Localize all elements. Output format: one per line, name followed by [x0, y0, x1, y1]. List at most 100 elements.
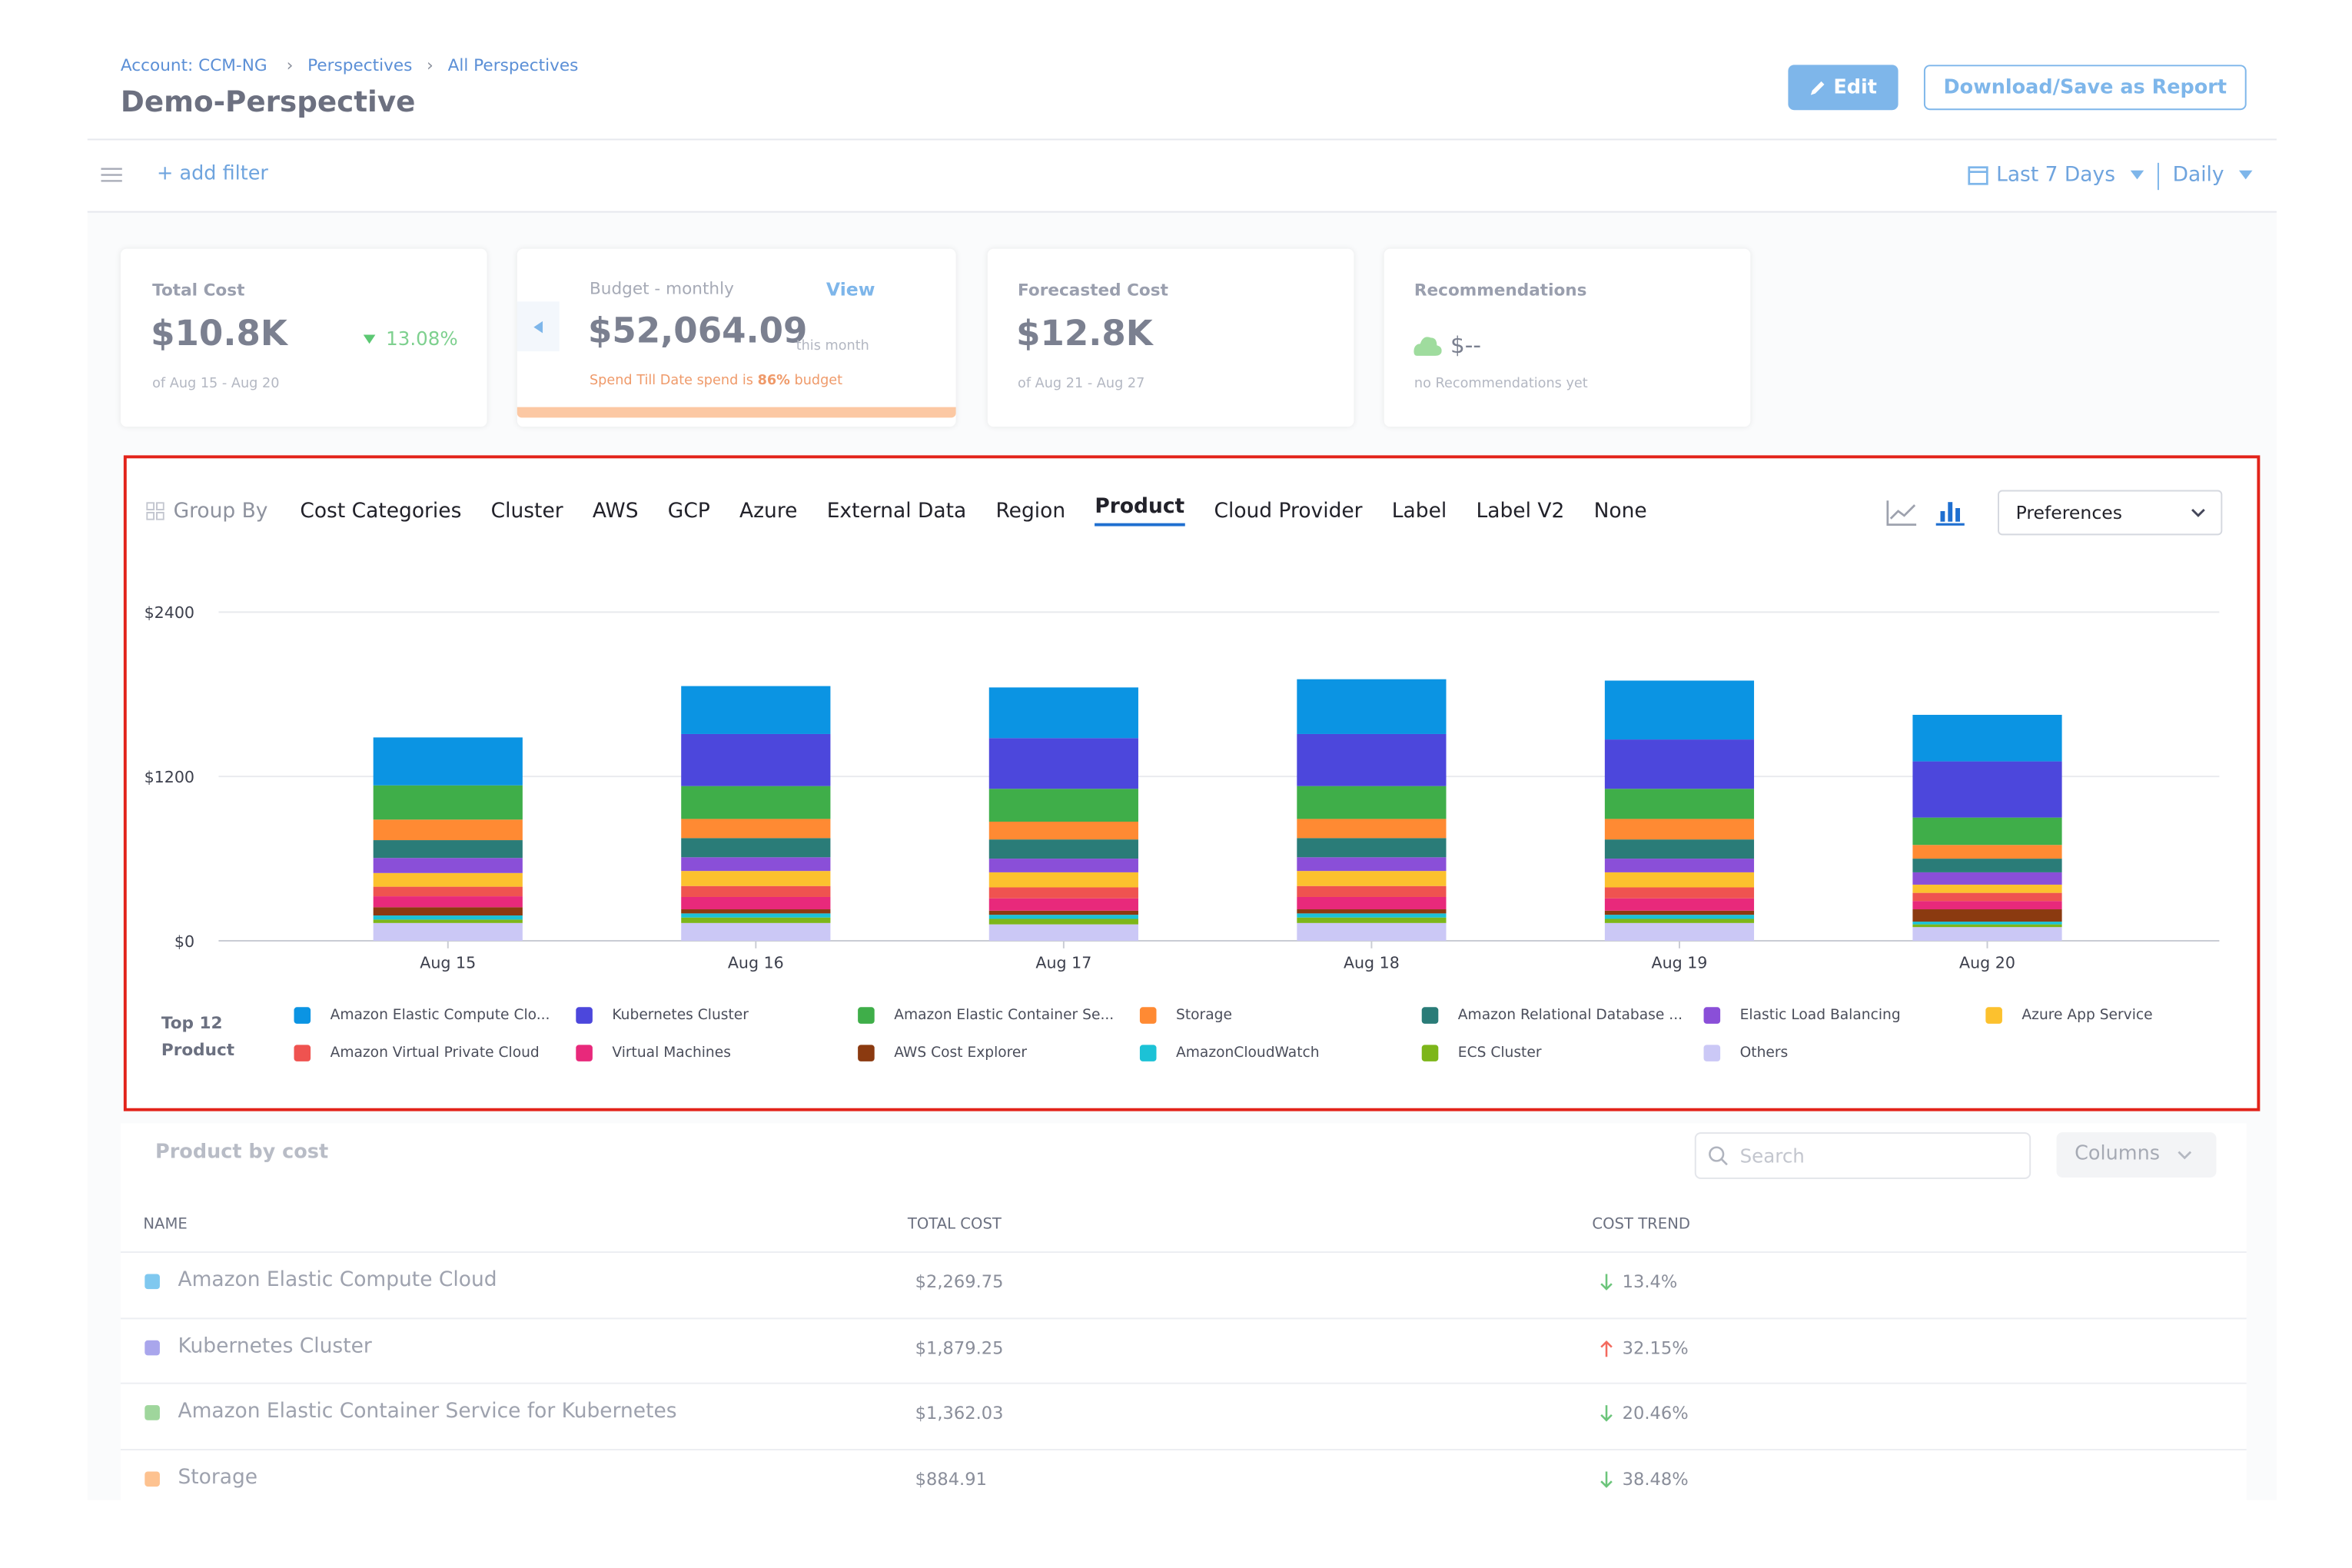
group-by-tab[interactable]: GCP: [667, 499, 710, 523]
budget-note: Spend Till Date spend is 86% budget: [590, 374, 842, 389]
bar-segment: [1297, 786, 1447, 819]
legend-item[interactable]: Storage: [1139, 1007, 1232, 1024]
bar-segment: [1912, 924, 2062, 928]
legend-item[interactable]: Elastic Load Balancing: [1703, 1007, 1901, 1024]
chart-panel: [123, 455, 2261, 1111]
legend-item[interactable]: Amazon Virtual Private Cloud: [294, 1045, 540, 1061]
group-by-tab[interactable]: AWS: [592, 499, 639, 523]
group-by-tab[interactable]: Product: [1095, 494, 1185, 527]
arrow-shape: [1600, 1340, 1613, 1357]
bar-segment: [988, 919, 1138, 925]
legend-item[interactable]: Azure App Service: [1985, 1007, 2153, 1024]
card-value: $--: [1450, 331, 1481, 359]
legend-swatch: [576, 1045, 593, 1061]
date-range[interactable]: Last 7 Days: [1996, 162, 2116, 188]
line-chart-toggle[interactable]: [1886, 499, 1918, 526]
bar-segment: [1604, 915, 1755, 919]
group-by-tab[interactable]: Cost Categories: [300, 499, 462, 523]
legend-swatch: [1139, 1045, 1157, 1061]
group-by-tab[interactable]: None: [1593, 499, 1647, 523]
bar-segment: [373, 872, 523, 887]
divider: [87, 211, 2277, 213]
preferences-label: Preferences: [2015, 502, 2123, 523]
bar-segment: [681, 857, 831, 872]
product-name[interactable]: Storage: [178, 1465, 258, 1490]
breadcrumb-link[interactable]: Perspectives: [307, 55, 413, 76]
bar-segment: [988, 898, 1138, 911]
bar-segment: [1604, 922, 1755, 941]
granularity[interactable]: Daily: [2172, 162, 2224, 188]
group-by-tab[interactable]: Label: [1391, 499, 1447, 523]
bar-chart-toggle[interactable]: [1935, 497, 1965, 526]
edit-button[interactable]: Edit: [1788, 65, 1899, 111]
caret: [2130, 170, 2144, 180]
legend-item[interactable]: ECS Cluster: [1421, 1045, 1541, 1061]
group-by-tab[interactable]: External Data: [826, 499, 967, 523]
add-filter[interactable]: + add filter: [156, 162, 268, 186]
breadcrumb-link[interactable]: Account: CCM-NG: [120, 55, 267, 76]
legend-item[interactable]: Others: [1703, 1045, 1788, 1061]
legend-item[interactable]: AWS Cost Explorer: [858, 1045, 1027, 1061]
cost-trend: 13.4%: [1622, 1271, 1678, 1293]
bar-segment: [1912, 901, 2062, 910]
card-change: 13.08%: [386, 327, 458, 350]
card-label: Total Cost: [152, 280, 245, 301]
legend-item[interactable]: AmazonCloudWatch: [1139, 1045, 1320, 1061]
bar-segment: [373, 922, 523, 941]
bar-segment: [373, 915, 523, 920]
x-tick-label: Aug 18: [1344, 953, 1400, 972]
group-icon: [146, 502, 164, 520]
product-name[interactable]: Amazon Elastic Container Service for Kub…: [178, 1400, 677, 1424]
product-name[interactable]: Kubernetes Cluster: [178, 1334, 372, 1358]
legend-label: AmazonCloudWatch: [1175, 1045, 1320, 1061]
group-by-tab[interactable]: Cluster: [490, 499, 563, 523]
bar-segment: [681, 917, 831, 923]
row-swatch: [145, 1405, 160, 1421]
group-by-tab[interactable]: Azure: [739, 499, 798, 523]
group-by-tab[interactable]: Region: [995, 499, 1066, 523]
arrow-shape: [1600, 1405, 1613, 1423]
bar-segment: [681, 922, 831, 941]
bar-segment: [681, 913, 831, 918]
total-cost: $1,879.25: [915, 1337, 1004, 1358]
bar-segment: [1297, 885, 1447, 897]
legend-item[interactable]: Amazon Elastic Compute Clo...: [294, 1007, 550, 1024]
preferences-dropdown[interactable]: Preferences: [1998, 490, 2223, 536]
card-value: $52,064.09: [587, 312, 808, 352]
cost-trend: 32.15%: [1622, 1337, 1689, 1358]
budget-card: Budget - monthly View $52,064.09 this mo…: [517, 248, 956, 427]
bar-segment: [681, 838, 831, 858]
download-button[interactable]: Download/Save as Report: [1923, 65, 2247, 111]
legend-item[interactable]: Amazon Relational Database ...: [1421, 1007, 1683, 1024]
columns-label: Columns: [2075, 1142, 2161, 1166]
bar-segment: [1297, 838, 1447, 858]
breadcrumb-link[interactable]: All Perspectives: [447, 55, 579, 76]
product-name[interactable]: Amazon Elastic Compute Cloud: [178, 1267, 497, 1293]
bar-segment: [988, 887, 1138, 899]
legend-item[interactable]: Virtual Machines: [576, 1045, 731, 1061]
legend-label: Kubernetes Cluster: [612, 1007, 749, 1024]
column-header: NAME: [143, 1216, 188, 1234]
bar-segment: [1912, 909, 2062, 922]
cost-trend: 20.46%: [1622, 1402, 1689, 1424]
search-box[interactable]: Search: [1694, 1132, 2031, 1179]
legend-item[interactable]: Amazon Elastic Container Se...: [858, 1007, 1114, 1024]
view-link[interactable]: View: [826, 278, 875, 301]
group-by-tab[interactable]: Cloud Provider: [1214, 499, 1363, 523]
legend-label: Amazon Elastic Compute Clo...: [330, 1007, 550, 1024]
group-by-tab[interactable]: Label V2: [1476, 499, 1565, 523]
bar-segment: [1912, 859, 2062, 872]
legend-item[interactable]: Kubernetes Cluster: [576, 1007, 749, 1024]
table-title: Product by cost: [155, 1141, 329, 1164]
columns-button[interactable]: Columns: [2056, 1132, 2217, 1178]
bar-segment: [1297, 896, 1447, 910]
legend-swatch: [1703, 1045, 1721, 1061]
legend-label: Azure App Service: [2021, 1007, 2153, 1024]
trend-arrow: [1600, 1340, 1613, 1357]
bar-segment: [1912, 927, 2062, 941]
bar-segment: [373, 919, 523, 923]
bar-segment: [373, 858, 523, 873]
legend-label: Amazon Virtual Private Cloud: [330, 1045, 540, 1061]
bar-segment: [681, 896, 831, 910]
